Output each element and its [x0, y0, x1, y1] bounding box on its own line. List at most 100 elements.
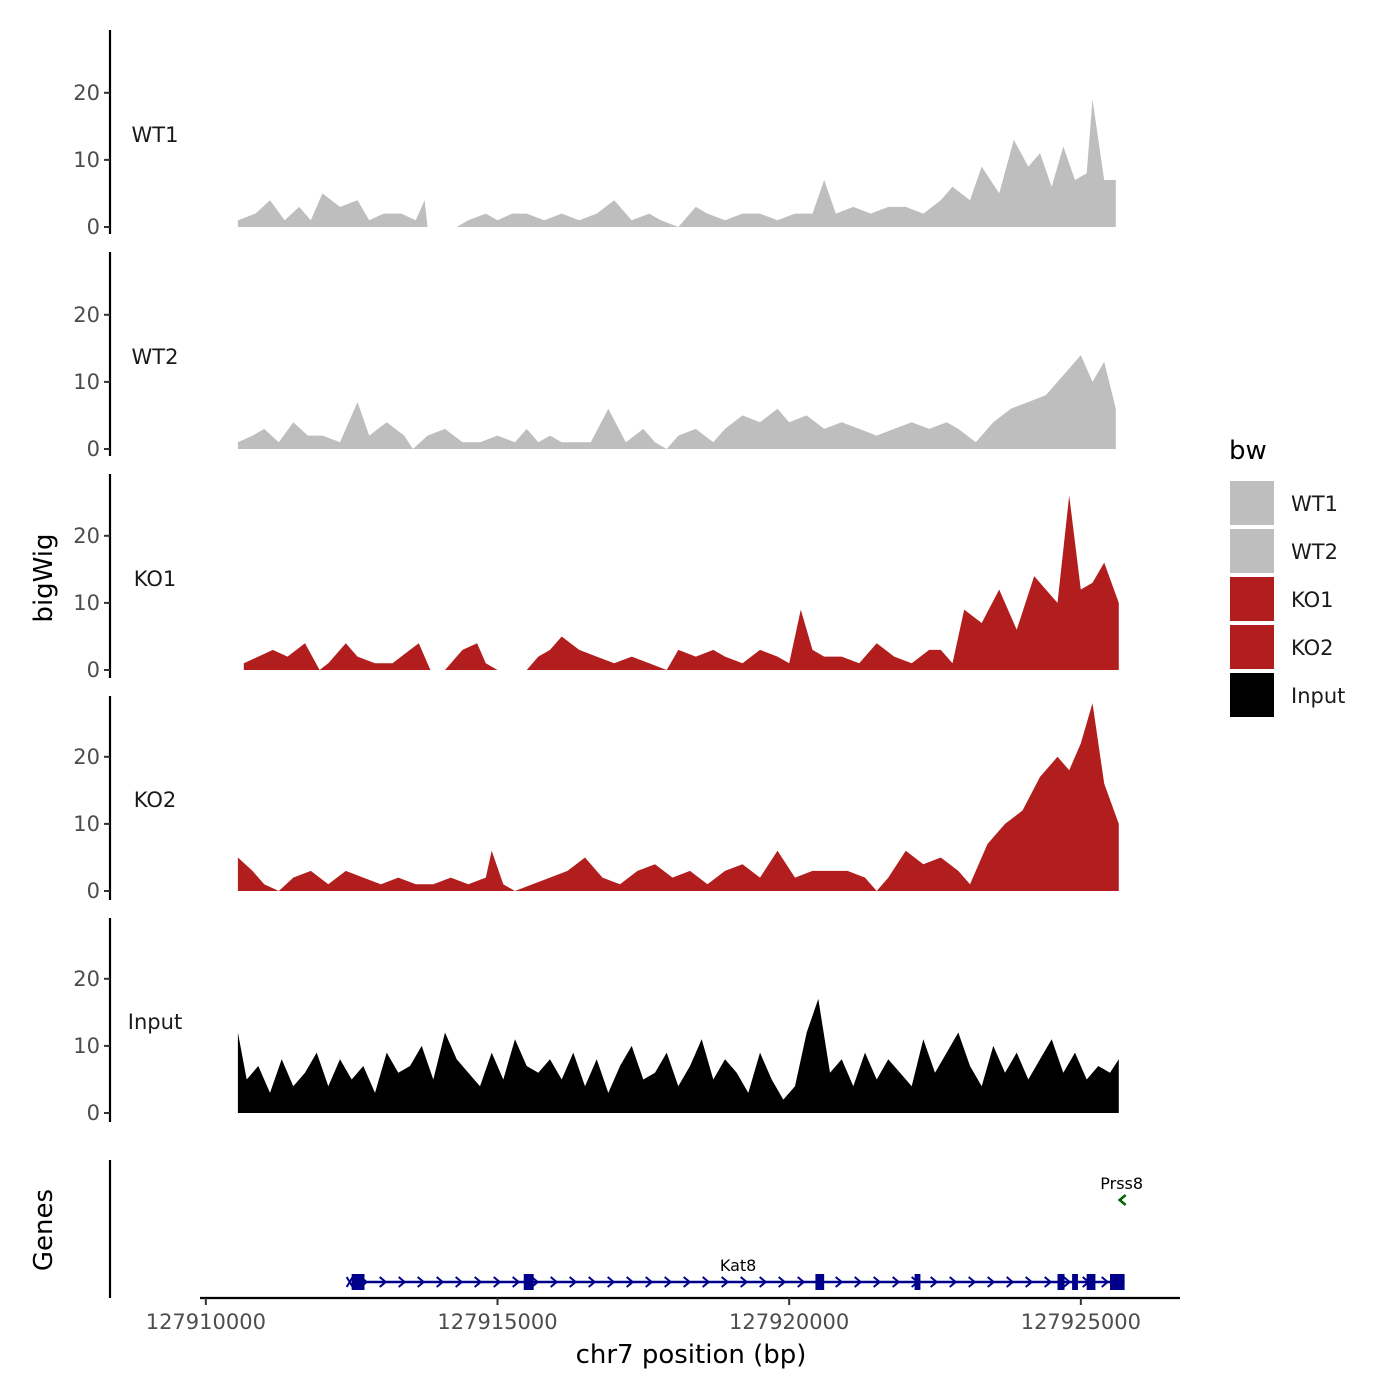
y-axis-title: bigWig: [29, 533, 59, 622]
x-tick-label: 127925000: [1021, 1310, 1141, 1334]
strand-arrow: [759, 1276, 768, 1288]
gene-label: Prss8: [1100, 1174, 1143, 1193]
strand-arrow: [474, 1276, 483, 1288]
strand-arrow: [1063, 1276, 1072, 1288]
area-input: [237, 998, 1119, 1113]
legend-label: KO2: [1291, 636, 1334, 660]
strand-arrow: [740, 1276, 749, 1288]
exon: [351, 1274, 365, 1290]
strand-arrow: [721, 1276, 730, 1288]
legend-item-wt2: WT2: [1228, 527, 1338, 575]
track-input: 0 10 20 Input: [73, 918, 1119, 1125]
legend-item-ko1: KO1: [1228, 575, 1334, 623]
strand-arrow: [949, 1276, 958, 1288]
strand-arrow: [930, 1276, 939, 1288]
strand-arrow: [455, 1276, 464, 1288]
x-tick-label: 127910000: [146, 1310, 266, 1334]
track-label: Input: [128, 1010, 182, 1034]
exon: [1110, 1274, 1125, 1290]
y-tick-label: 10: [73, 370, 100, 394]
strand-arrow: [436, 1276, 445, 1288]
strand-arrow: [968, 1276, 977, 1288]
legend-label: WT2: [1291, 540, 1338, 564]
y-tick-label: 0: [87, 215, 100, 239]
y-tick-label: 20: [73, 745, 100, 769]
y-tick-label: 20: [73, 303, 100, 327]
strand-arrow: [417, 1276, 426, 1288]
track-label: WT2: [132, 345, 179, 369]
area-ko2: [237, 703, 1119, 891]
legend-label: WT1: [1291, 492, 1338, 516]
y-tick-label: 20: [73, 967, 100, 991]
strand-arrow: [835, 1276, 844, 1288]
y-tick-label: 20: [73, 524, 100, 548]
strand-arrow: [702, 1276, 711, 1288]
legend-label: KO1: [1291, 588, 1334, 612]
gene-track: Kat8 Prss8: [108, 1160, 1143, 1298]
legend-item-ko2: KO2: [1228, 623, 1334, 671]
strand-arrow: [493, 1276, 502, 1288]
x-axis: 127910000 127915000 127920000 127925000: [146, 1296, 1180, 1334]
gene-label: Kat8: [720, 1256, 756, 1275]
strand-arrow: [1044, 1276, 1053, 1288]
strand-arrow: [1101, 1276, 1110, 1288]
track-label: KO2: [134, 788, 177, 812]
y-tick-label: 0: [87, 1101, 100, 1125]
exon: [523, 1274, 534, 1290]
strand-arrow: [1117, 1194, 1127, 1206]
x-tick-label: 127915000: [437, 1310, 557, 1334]
track-wt2: 0 10 20 WT2: [73, 252, 1116, 461]
strand-arrow: [588, 1276, 597, 1288]
track-wt1: 0 10 20 WT1: [73, 30, 1116, 239]
strand-arrow: [683, 1276, 692, 1288]
y-tick-label: 10: [73, 591, 100, 615]
strand-arrow: [398, 1276, 407, 1288]
strand-arrow: [1025, 1276, 1034, 1288]
strand-arrow: [569, 1276, 578, 1288]
exon: [1072, 1274, 1078, 1290]
legend: bw WT1 WT2 KO1 KO2 Input: [1228, 436, 1345, 719]
strand-arrow: [797, 1276, 806, 1288]
legend-key: [1228, 671, 1276, 719]
area-wt1: [237, 99, 1116, 227]
strand-arrow: [664, 1276, 673, 1288]
legend-key: [1228, 479, 1276, 527]
strand-arrow: [512, 1276, 521, 1288]
y-tick-label: 0: [87, 658, 100, 682]
exon: [815, 1274, 825, 1290]
gene-axis-title: Genes: [29, 1189, 59, 1271]
y-tick-label: 10: [73, 148, 100, 172]
track-ko1: 0 10 20 KO1: [73, 474, 1119, 682]
strand-arrow: [854, 1276, 863, 1288]
legend-title: bw: [1229, 436, 1267, 466]
strand-arrow: [892, 1276, 901, 1288]
legend-item-input: Input: [1228, 671, 1345, 719]
y-tick-label: 0: [87, 879, 100, 903]
y-tick-label: 10: [73, 812, 100, 836]
y-tick-label: 20: [73, 81, 100, 105]
exon: [1086, 1274, 1096, 1290]
strand-arrow: [531, 1276, 540, 1288]
legend-label: Input: [1291, 684, 1345, 708]
gene-kat8: Kat8: [345, 1256, 1125, 1290]
strand-arrow: [873, 1276, 882, 1288]
strand-arrow: [626, 1276, 635, 1288]
y-tick-label: 10: [73, 1034, 100, 1058]
signal-tracks: 0 10 20 WT1 0 10 20 WT2 0 10 20 KO1 0 10 20 KO2 0 10 20 Inp…: [73, 30, 1119, 1125]
exon: [914, 1274, 921, 1290]
y-tick-label: 0: [87, 437, 100, 461]
exon: [1057, 1274, 1065, 1290]
strand-arrow: [1006, 1276, 1015, 1288]
track-label: KO1: [134, 567, 177, 591]
area-wt2: [237, 355, 1116, 449]
x-tick-label: 127920000: [729, 1310, 849, 1334]
strand-arrow: [778, 1276, 787, 1288]
strand-arrow: [645, 1276, 654, 1288]
strand-arrow: [607, 1276, 616, 1288]
track-label: WT1: [132, 123, 179, 147]
track-ko2: 0 10 20 KO2: [73, 696, 1119, 903]
legend-key: [1228, 527, 1276, 575]
strand-arrow: [987, 1276, 996, 1288]
strand-arrow: [550, 1276, 559, 1288]
